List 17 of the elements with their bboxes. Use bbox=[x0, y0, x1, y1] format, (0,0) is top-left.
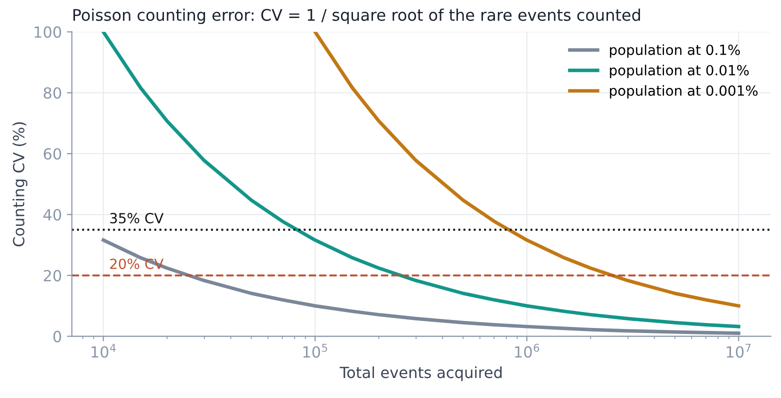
legend-label: population at 0.1% bbox=[610, 44, 740, 58]
y-tick-label: 40 bbox=[43, 208, 62, 221]
y-tick-label: 100 bbox=[34, 26, 62, 38]
y-tick-label: 60 bbox=[44, 148, 62, 160]
x-tick-label: 10$^{7}$ bbox=[726, 344, 751, 358]
chart-title: Poisson counting error: CV = 1 / square root of the rare events counted bbox=[73, 8, 640, 24]
y-tick-label: 0 bbox=[53, 330, 62, 342]
y-tick-label: 20 bbox=[44, 270, 62, 282]
legend-label: population at 0.01% bbox=[610, 64, 749, 78]
ref-line-label: 35% CV bbox=[110, 212, 164, 224]
y-axis-title: Counting CV (%) bbox=[12, 122, 28, 246]
x-tick-label: 10$^{4}$ bbox=[92, 344, 116, 358]
y-tick-label: 80 bbox=[44, 87, 62, 99]
x-tick-label: 10$^{6}$ bbox=[515, 344, 540, 358]
legend-label: population at 0.001% bbox=[610, 85, 758, 99]
x-axis-title: Total events acquired bbox=[340, 366, 502, 382]
x-tick-label: 10$^{5}$ bbox=[303, 344, 328, 358]
